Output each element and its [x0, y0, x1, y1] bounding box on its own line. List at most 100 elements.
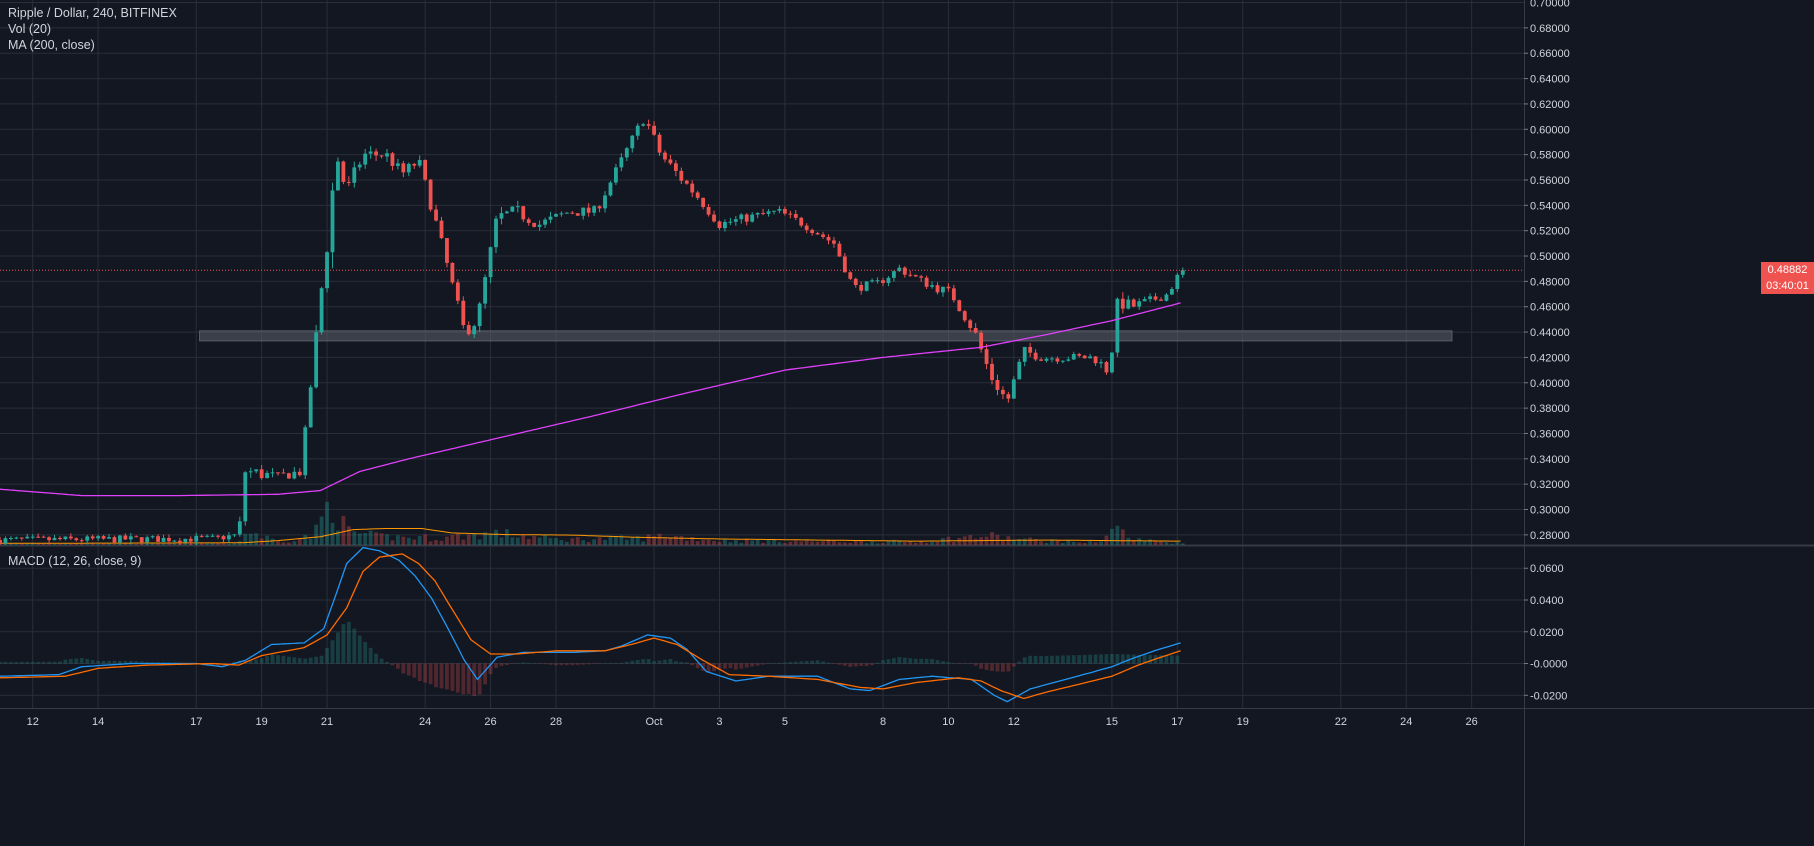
volume-bar [788, 541, 793, 545]
candle-body [646, 124, 651, 126]
histogram-bar [286, 656, 291, 664]
volume-bar [412, 539, 417, 545]
volume-bar [521, 535, 526, 545]
histogram-bar [499, 663, 504, 666]
histogram-bar [308, 657, 313, 664]
candle-body [564, 212, 569, 214]
volume-bar [853, 540, 858, 545]
histogram-bar [679, 661, 684, 664]
candle-body [237, 521, 242, 535]
histogram-bar [79, 657, 84, 664]
candle-body [172, 540, 177, 542]
candle-body [167, 537, 171, 542]
histogram-bar [374, 653, 379, 664]
volume-bar [782, 542, 787, 545]
histogram-bar [739, 663, 744, 669]
candle-body [543, 219, 547, 225]
candle-body [368, 151, 373, 154]
volume-indicator-label[interactable]: Vol (20) [8, 22, 52, 36]
histogram-bar [1169, 655, 1174, 664]
macd-legend[interactable]: MACD (12, 26, close, 9) [8, 553, 141, 569]
volume-bar [466, 534, 471, 545]
candle-body [330, 190, 335, 253]
candle-body [90, 536, 95, 539]
histogram-bar [815, 660, 820, 664]
volume-bar [281, 542, 286, 545]
volume-bar [216, 543, 220, 545]
histogram-bar [1093, 654, 1098, 664]
volume-bar [793, 540, 798, 545]
volume-bar [308, 538, 313, 545]
axes[interactable]: 0.70000 0.68000 0.66000 0.64000 0.62000 0.600… [27, 0, 1570, 728]
candle-body [1110, 352, 1114, 373]
candle-body [941, 286, 945, 293]
candle-body [755, 213, 760, 215]
candle-body [216, 535, 220, 537]
volume-bar [815, 541, 820, 545]
candle-body [608, 182, 613, 196]
time-axis-tick: 17 [1171, 716, 1183, 728]
time-axis-tick: 22 [1335, 716, 1347, 728]
candle-body [728, 221, 733, 223]
volume-bar [755, 539, 760, 545]
volume-bar [706, 539, 711, 545]
histogram-bar [455, 663, 460, 693]
candle-body [902, 267, 907, 275]
histogram-bar [390, 663, 395, 666]
histogram-bar [466, 663, 471, 695]
candle-body [1153, 296, 1158, 300]
volume-bar [1137, 538, 1142, 545]
volume-bar [1011, 540, 1016, 545]
candle-body [177, 540, 182, 543]
histogram-bar [586, 663, 591, 665]
candle-body [112, 537, 117, 543]
support-zone-rectangle[interactable] [198, 330, 1453, 342]
histogram-bar [85, 658, 90, 664]
histogram-bar [570, 663, 575, 666]
histogram-bar [319, 655, 324, 664]
candle-body [701, 197, 706, 208]
candle-body [1169, 289, 1174, 295]
histogram-bar [385, 661, 389, 664]
volume-bar [1110, 528, 1114, 545]
candle-body [128, 536, 133, 540]
price-axis-tick: 0.34000 [1530, 454, 1570, 466]
macd-indicator-label[interactable]: MACD (12, 26, close, 9) [8, 554, 142, 568]
candle-body [690, 183, 695, 193]
ma-indicator-label[interactable]: MA (200, close) [8, 38, 95, 52]
candle-body [445, 238, 449, 263]
volume-bar [799, 541, 804, 545]
volume-bar [837, 542, 842, 545]
symbol-legend[interactable]: Ripple / Dollar, 240, BITFINEX Vol (20) … [8, 5, 177, 53]
volume-bar [559, 540, 564, 545]
candle-body [663, 152, 667, 160]
volume-bar [1055, 540, 1060, 545]
candle-body [848, 272, 853, 279]
candle-body [25, 536, 30, 539]
histogram-bar [150, 662, 155, 664]
volume-bar [128, 542, 133, 545]
volume-bar [1099, 541, 1103, 545]
histogram-bar [799, 661, 804, 664]
volume-bar [0, 544, 2, 545]
histogram-bar [859, 663, 864, 666]
histogram-bar [52, 661, 57, 664]
symbol-title[interactable]: Ripple / Dollar, 240, BITFINEX [8, 6, 177, 20]
candle-body [1148, 296, 1152, 300]
volume-bar [243, 533, 248, 545]
histogram-bar [886, 659, 891, 664]
volume-bar [499, 537, 504, 545]
histogram-bar [1148, 654, 1152, 664]
volume-bar [712, 540, 716, 545]
candle-body [548, 216, 553, 220]
histogram-bar [603, 663, 607, 665]
candle-body [336, 161, 340, 191]
candle-body [984, 349, 989, 364]
volume-bar [870, 541, 875, 545]
volume-bar [548, 538, 553, 545]
volume-bar [772, 538, 776, 545]
volume-bar [1039, 541, 1043, 545]
candle-body [1066, 359, 1071, 361]
candle-body [935, 285, 940, 293]
